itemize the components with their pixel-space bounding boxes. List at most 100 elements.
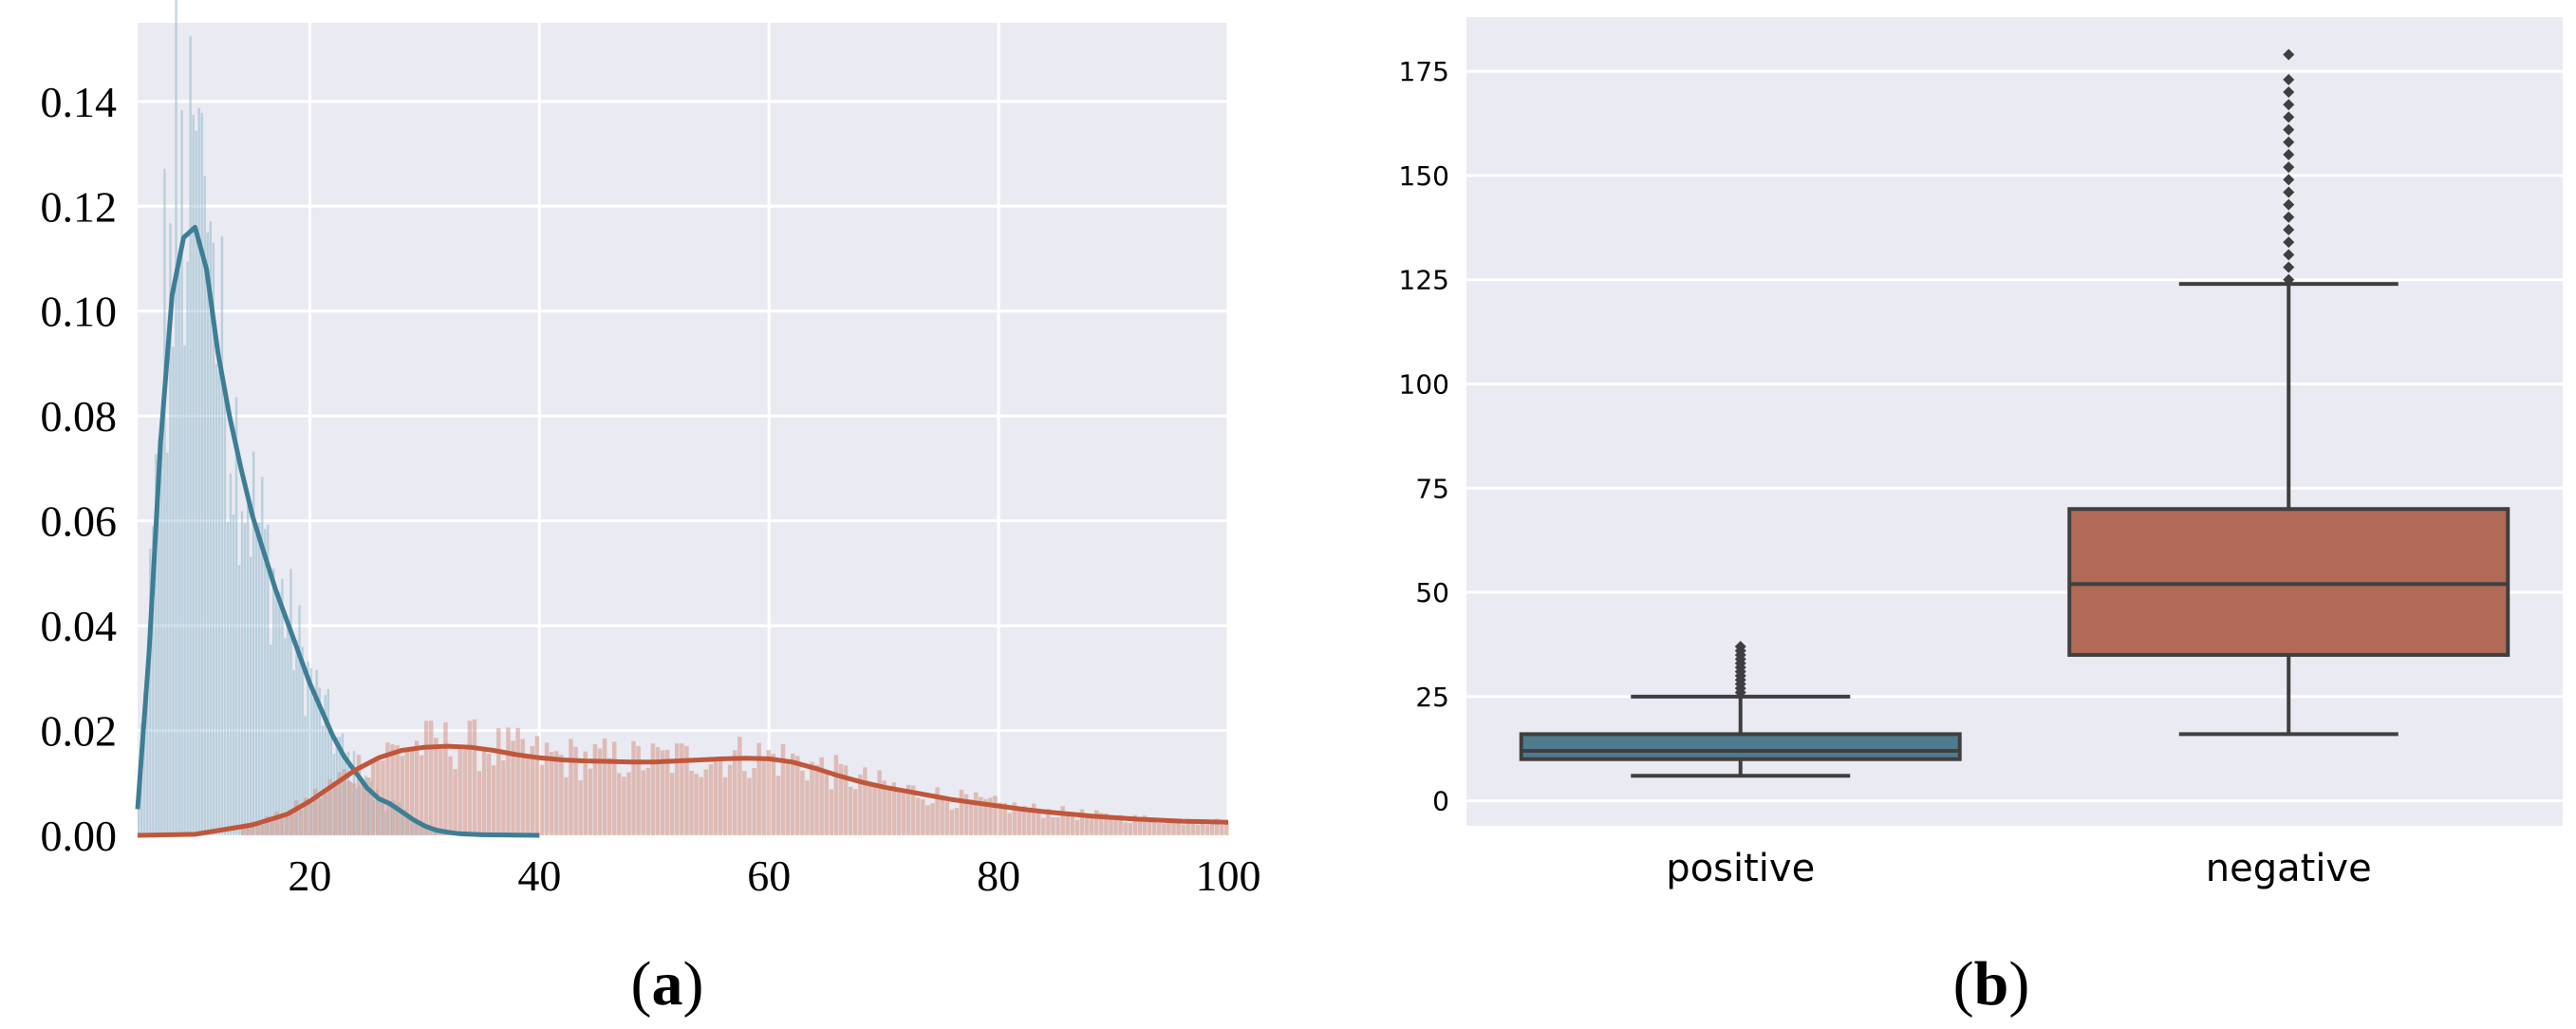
panel-a-hist-bar-negative: [448, 756, 453, 835]
panel-a-hist-bar-positive: [160, 422, 163, 835]
panel-b-outlier-point: [2283, 161, 2295, 174]
panel-a-x-tick-labels: 20 40 60 80 100: [288, 851, 1260, 900]
panel-a-hist-bar-negative: [1036, 811, 1041, 835]
caption-b-close: ): [2008, 949, 2029, 1019]
panel-b-outlier-point: [2283, 99, 2295, 111]
panel-a-hist-bar-positive: [138, 783, 140, 835]
panel-a-hist-bar-negative: [819, 757, 824, 835]
panel-a-hist-bar-negative: [1055, 816, 1060, 835]
panel-a-ytick-label: 0.10: [41, 288, 118, 336]
panel-a-ytick-label: 0.12: [41, 182, 118, 231]
panel-a-hist-bar-positive: [254, 524, 258, 835]
panel-a-hist-bar-negative: [963, 794, 969, 835]
panel-a-hist-bar-negative: [1123, 822, 1128, 835]
panel-a-hist-bar-negative: [1137, 819, 1143, 835]
panel-a-hist-bar-negative: [414, 740, 420, 835]
panel-a-hist-bar-positive: [158, 439, 160, 835]
panel-a-hist-bar-positive: [237, 565, 241, 835]
panel-a-hist-bar-negative: [660, 750, 665, 835]
panel-a-hist-bar-negative: [423, 720, 429, 835]
panel-a-hist-bar-negative: [569, 739, 573, 835]
panel-b-y-tick-labels: 0 25 50 75 100 125 150 175: [1399, 56, 1449, 817]
panel-a-hist-bar-negative: [1099, 813, 1104, 835]
panel-a-hist-bar-negative: [265, 815, 270, 835]
panel-a-gridlines: [138, 23, 1230, 837]
panel-a-hist-bar-positive: [257, 522, 261, 835]
panel-a-hist-bar-negative: [245, 825, 251, 835]
panel-a-hist-bar-positive: [232, 514, 235, 835]
panel-a-hist-bar-negative: [756, 742, 761, 835]
panel-a-hist-bar-negative: [1185, 822, 1190, 835]
panel-a-hist-bar-negative: [703, 769, 708, 835]
panel-a-hist-bar-positive: [278, 591, 281, 835]
panel-a-hist-bar-negative: [771, 754, 776, 835]
panel-a-hist-bar-positive: [226, 521, 230, 835]
panel-b-outlier-point: [1734, 641, 1746, 653]
panel-b-outlier-point: [2283, 223, 2295, 235]
panel-a-hist-bar-negative: [699, 776, 703, 835]
panel-a-hist-bar-negative: [1214, 818, 1220, 835]
panel-a-hist-bar-negative: [298, 810, 304, 835]
panel-a-hist-bar-positive: [270, 645, 272, 835]
panel-a-hist-bar-negative: [496, 728, 501, 835]
panel-b-ytick-label: 150: [1399, 160, 1449, 192]
panel-b-outlier-point: [2283, 86, 2295, 99]
panel-b-iqr-box: [1519, 732, 1962, 761]
panel-a-hist-bar-negative: [790, 754, 795, 835]
panel-a-hist-bar-negative: [979, 796, 983, 835]
panel-a-hist-bar-positive: [399, 802, 401, 835]
panel-a-hist-bar-negative: [327, 778, 332, 835]
panel-a-hist-bar-negative: [457, 749, 462, 835]
panel-a-hist-bar-positive: [177, 271, 180, 835]
panel-a-hist-bar-positive: [413, 822, 416, 835]
panel-a-hist-bar-negative: [868, 785, 872, 835]
panel-a-hist-bar-negative: [501, 760, 506, 835]
panel-a-hist-bar-negative: [968, 799, 974, 835]
panel-a-hist-bar-negative: [511, 740, 515, 835]
panel-a-xtick-label: 20: [288, 851, 331, 900]
panel-a-hist-bar-positive: [289, 569, 292, 835]
panel-b-box-negative: [2067, 48, 2511, 737]
panel-a-hist-bar-negative: [1181, 824, 1185, 835]
panel-a-hist-bar-positive: [281, 578, 284, 835]
panel-a-hist-bar-positive: [152, 526, 155, 835]
panel-a-ytick-label: 0.08: [41, 392, 118, 440]
panel-b-ytick-label: 75: [1415, 473, 1449, 504]
panel-b-boxplot: 0 25 50 75 100 125 150 175 positive negative: [1399, 17, 2563, 890]
panel-b-outlier-point: [2283, 123, 2295, 136]
panel-a-hist-bar-negative: [800, 770, 805, 835]
panel-b-boxes: [1519, 48, 2511, 778]
panel-a-hist-bar-positive: [200, 112, 203, 836]
panel-a-hist-bar-negative: [544, 742, 550, 835]
panel-a-hist-bar-negative: [930, 803, 935, 835]
panel-a-hist-bar-positive: [189, 35, 192, 835]
panel-a-hist-bar-positive: [175, 0, 177, 836]
panel-a-hist-bar-negative: [810, 761, 814, 835]
panel-a-hist-bar-negative: [852, 789, 858, 835]
panel-a-hist-bar-negative: [645, 767, 651, 835]
panel-a-hist-bar-negative: [1065, 814, 1070, 835]
panel-a-kde-line-negative: [137, 743, 1229, 838]
panel-a-hist-bar-positive: [324, 694, 327, 835]
panel-a-hist-bar-negative: [1176, 818, 1181, 835]
panel-a-hist-bar-negative: [636, 746, 641, 835]
panel-a-hist-bar-positive: [301, 646, 304, 835]
caption-a: (a): [631, 949, 704, 1019]
panel-a-hist-bar-negative: [332, 781, 337, 835]
panel-b-outlier-point: [2283, 211, 2295, 223]
panel-a-hist-bar-negative: [443, 721, 448, 835]
panel-a-hist-bar-positive: [307, 661, 309, 835]
panel-a-kde-line-positive: [135, 224, 540, 838]
panel-a-hist-bar-positive: [203, 176, 206, 835]
panel-a-hist-bar-negative: [1074, 819, 1080, 835]
panel-a-hist-bar-negative: [539, 764, 545, 835]
panel-b-iqr-box: [2067, 507, 2511, 657]
panel-b-outlier-point: [2283, 148, 2295, 160]
panel-a-hist-bar-negative: [1007, 813, 1013, 835]
panel-a-hist-bar-negative: [713, 758, 719, 835]
caption-a-letter: a: [652, 949, 683, 1019]
panel-a-hist-bar-negative: [761, 756, 766, 835]
panel-a-hist-bar-negative: [1109, 817, 1113, 835]
panel-a-hist-bar-negative: [1041, 817, 1046, 835]
panel-a-hist-bar-negative: [308, 803, 313, 835]
